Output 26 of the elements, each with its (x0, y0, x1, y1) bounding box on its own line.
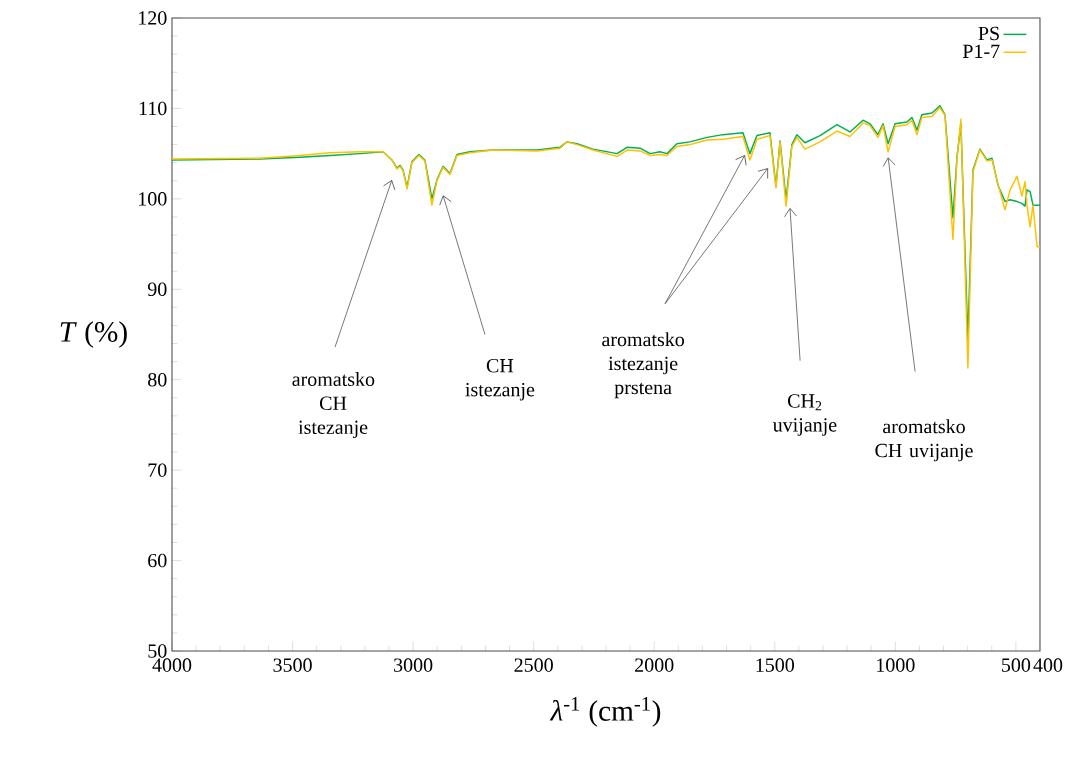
y-tick-label: 60 (148, 553, 167, 568)
y-tick-label: 90 (147, 282, 167, 297)
y-tick-label: 100 (139, 192, 167, 206)
annotation: aromatsko CH istezanje (292, 371, 375, 439)
x-tick-label: 2500 (514, 658, 553, 672)
legend-label: P1-7 (962, 44, 1000, 58)
y-tick-label: 120 (139, 11, 167, 25)
y-axis-title: T (%) (60, 321, 127, 348)
y-tick-label: 50 (148, 644, 167, 658)
x-tick-label: 3000 (394, 658, 433, 672)
x-axis-title: λ$^{-1}$ (cm$^{-1}$) (549, 697, 661, 727)
y-tick-label: 70 (148, 463, 167, 477)
y-tick-label: 80 (148, 372, 167, 387)
x-tick-label: 1500 (756, 658, 795, 672)
annotation: aromatsko istezanje prstena (602, 332, 685, 399)
annotation: aromatsko CH uvijanje (875, 419, 973, 462)
x-tick-label: 500 (1002, 658, 1031, 672)
y-tick-label: 110 (139, 101, 167, 116)
x-tick-label: 2000 (635, 658, 674, 672)
x-tick-label: 3500 (273, 658, 312, 672)
legend-label: PS (978, 26, 999, 41)
annotation: CH$_{2}$ uvijanje (772, 394, 837, 436)
x-tick-label: 400 (1033, 658, 1063, 672)
x-tick-label: 1000 (877, 658, 915, 672)
annotation: CH istezanje (465, 358, 535, 401)
x-tick-label: 4000 (152, 658, 192, 672)
